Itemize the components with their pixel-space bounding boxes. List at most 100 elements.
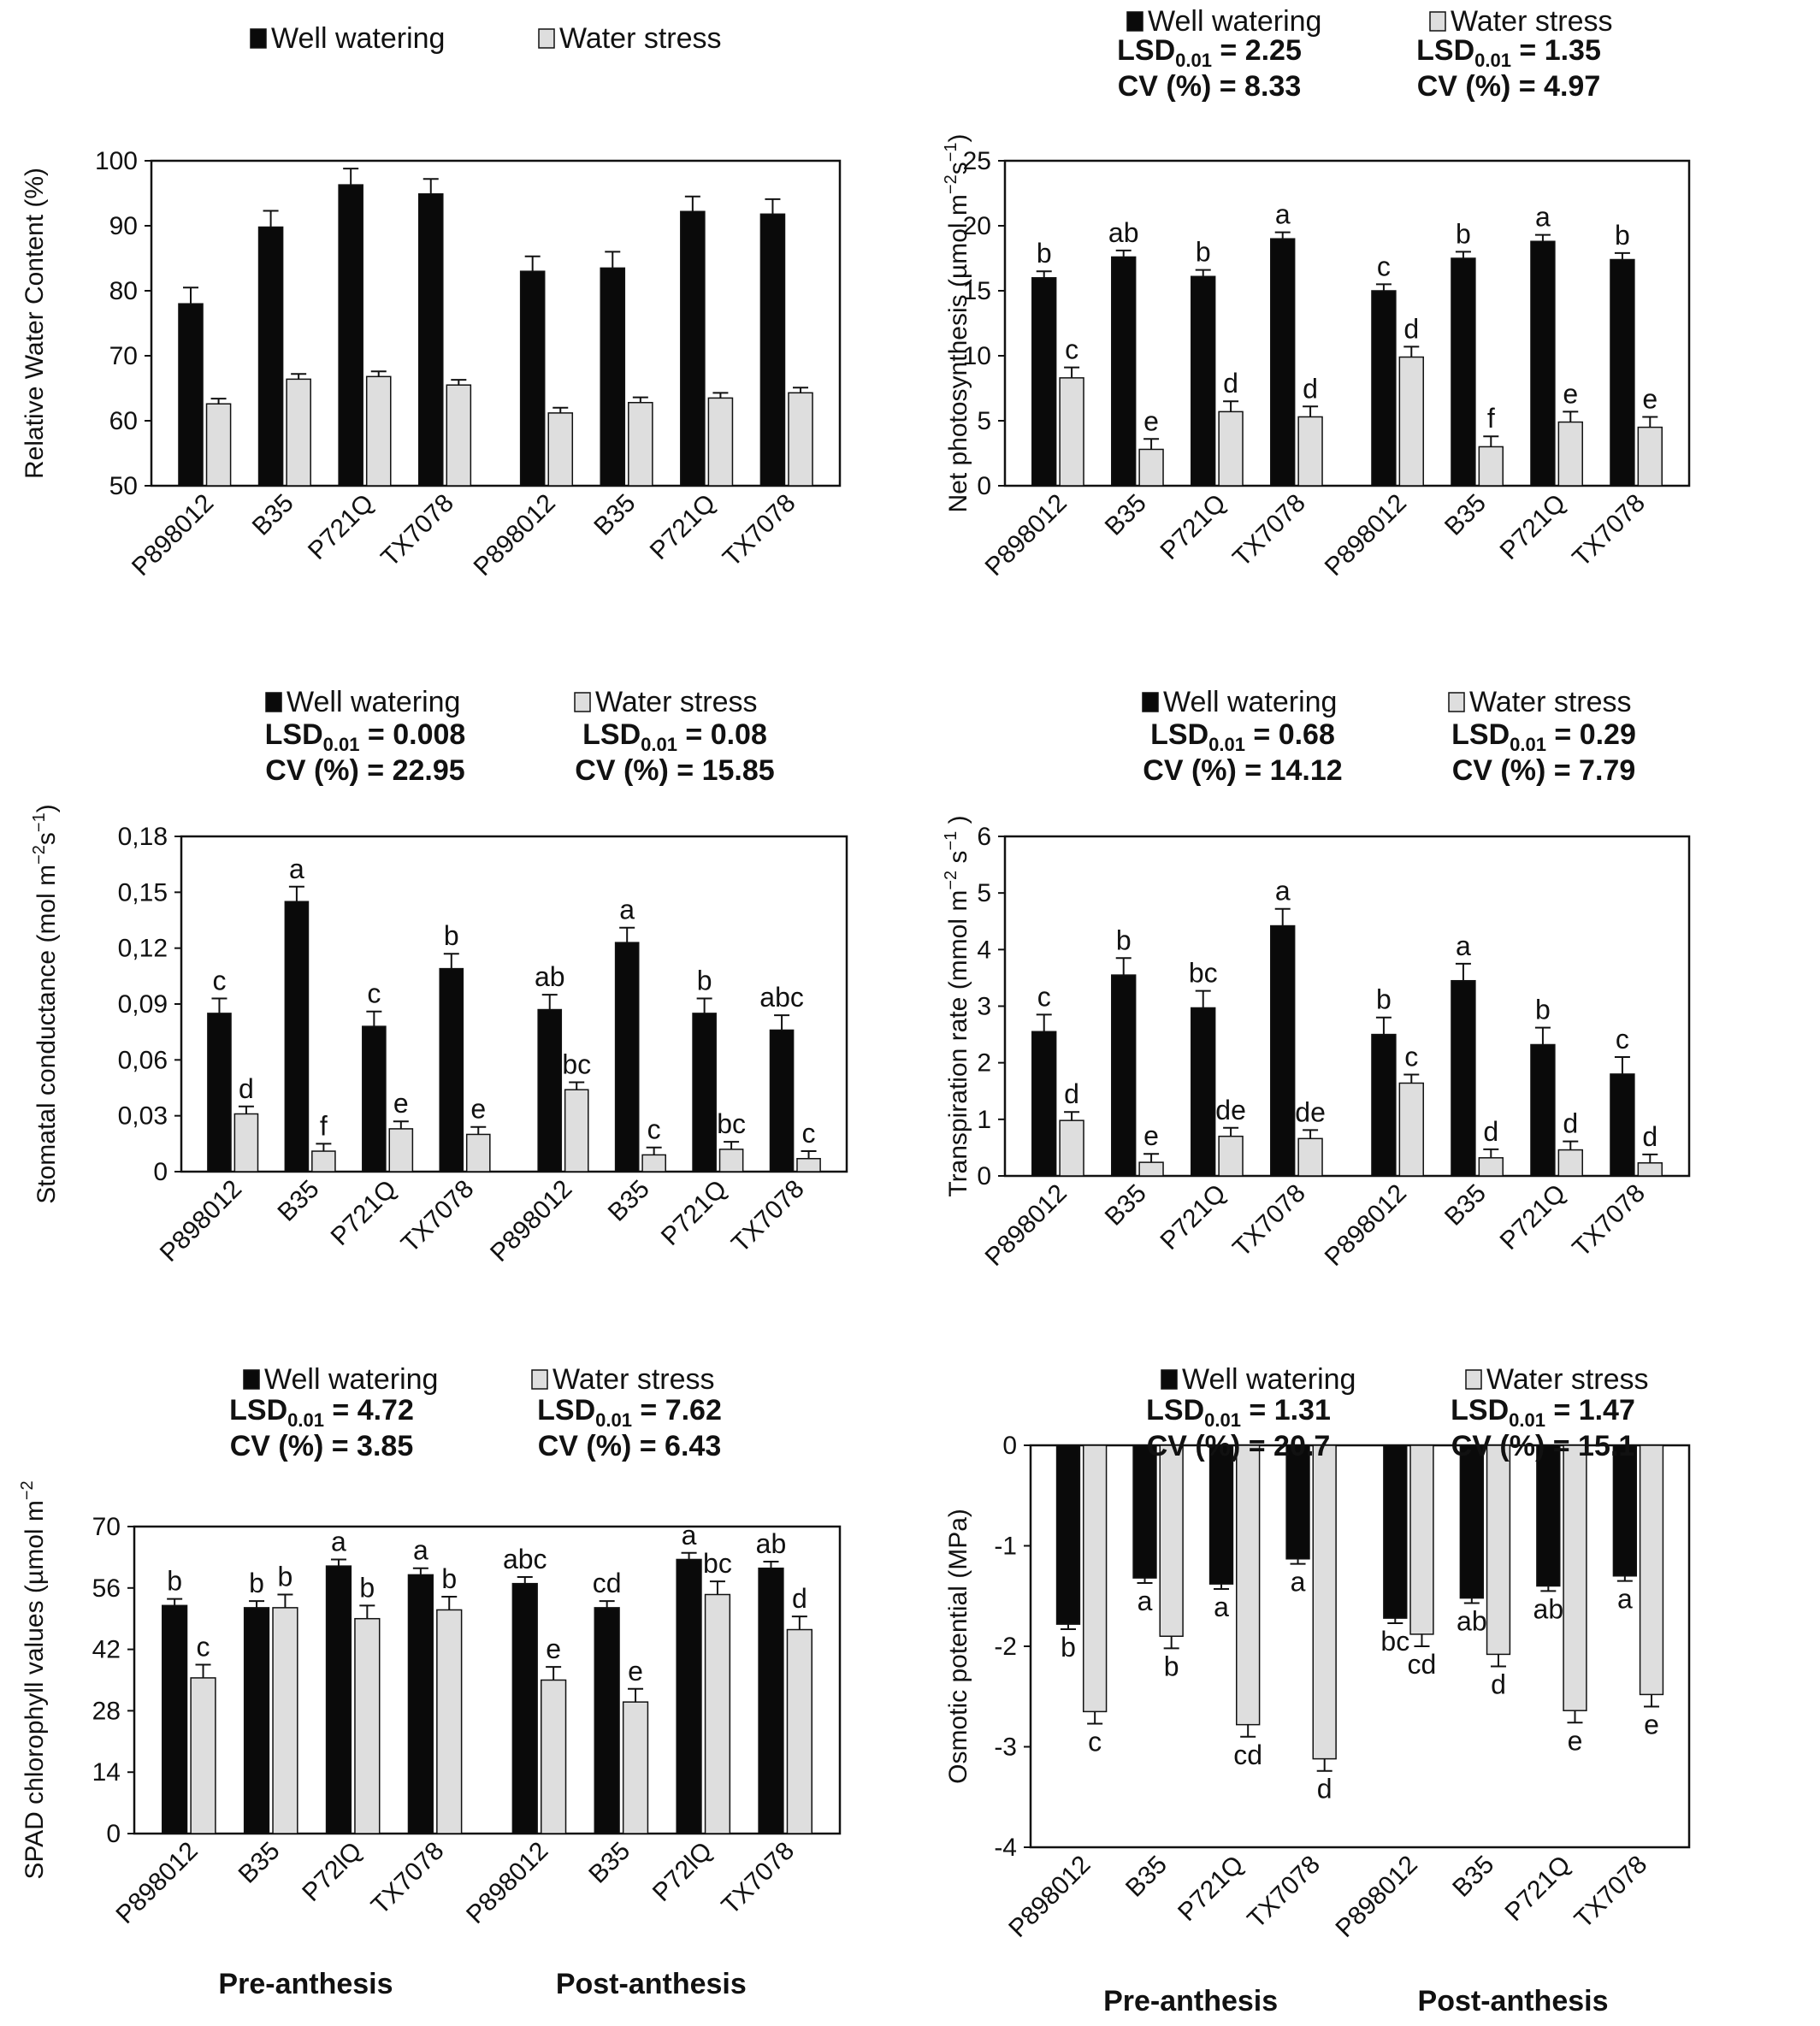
significance-letter: d <box>1642 1121 1658 1152</box>
x-tick-label: P72lQ <box>647 1837 718 1907</box>
significance-letter: a <box>1214 1592 1229 1622</box>
bar-well-0 <box>1055 1444 1081 1625</box>
y-tick-label: 80 <box>109 277 138 305</box>
bar-stress-3 <box>1297 1137 1323 1177</box>
bar-stress-7 <box>1637 1162 1663 1177</box>
significance-letter: c <box>1404 1042 1418 1072</box>
bar-stress-5 <box>1486 1444 1511 1656</box>
legend-entry-well: Well watering <box>1161 1363 1356 1396</box>
cv-value: CV (%) = 3.85 <box>230 1430 413 1462</box>
x-tick-label: B35 <box>603 1175 655 1227</box>
bar-well-5 <box>1451 979 1476 1177</box>
significance-letter: f <box>320 1110 328 1141</box>
x-tick-label: B35 <box>1439 1179 1492 1232</box>
significance-letter: e <box>1563 378 1578 409</box>
x-tick-label: P721Q <box>1495 489 1571 565</box>
y-axis-label: Stomatal conductance (mol m−2s−1) <box>30 804 61 1203</box>
y-tick-label: 6 <box>977 823 991 851</box>
cv-value: CV (%) = 14.12 <box>1143 754 1342 787</box>
plot-frame <box>133 1525 842 1835</box>
y-tick-label: 5 <box>977 879 991 907</box>
x-tick-label: TX7078 <box>375 489 459 573</box>
legend-entry-well: Well watering <box>1142 686 1337 718</box>
x-tick-label: P721Q <box>1495 1179 1571 1255</box>
significance-letter: bc <box>1189 958 1218 989</box>
bar-stress-6 <box>718 1149 744 1172</box>
y-tick-label: 14 <box>92 1758 121 1787</box>
x-tick-label: P721Q <box>656 1175 732 1251</box>
bar-well-0 <box>1031 277 1057 487</box>
cv-value: CV (%) = 8.33 <box>1118 70 1301 103</box>
bar-well-4 <box>1371 1033 1397 1177</box>
bar-well-7 <box>1610 1073 1635 1177</box>
bar-well-6 <box>680 210 706 487</box>
cv-value: CV (%) = 22.95 <box>265 754 464 787</box>
lsd-value: LSD0.01 = 1.35 <box>1416 34 1601 71</box>
y-tick-label: 0,03 <box>118 1102 168 1131</box>
bar-stress-4 <box>1409 1444 1434 1635</box>
bar-well-4 <box>537 1008 563 1172</box>
legend-swatch <box>250 28 267 49</box>
bar-stress-7 <box>1639 1444 1664 1696</box>
legend-swatch <box>243 1369 260 1390</box>
significance-letter: a <box>1275 876 1291 907</box>
significance-letter: d <box>1303 373 1318 404</box>
legend-swatch <box>1126 11 1143 32</box>
x-tick-label: B35 <box>1100 489 1152 541</box>
bar-well-7 <box>1610 258 1635 487</box>
lsd-value: LSD0.01 = 0.68 <box>1150 718 1335 755</box>
bar-stress-5 <box>622 1701 649 1834</box>
y-tick-label: -2 <box>994 1633 1017 1661</box>
x-tick-label: P721Q <box>326 1175 402 1251</box>
x-tick-label: TX7078 <box>1567 489 1651 573</box>
x-tick-label: P898012 <box>461 1837 553 1929</box>
bar-stress-0 <box>190 1677 216 1834</box>
x-tick-label: B35 <box>247 489 299 541</box>
significance-letter: a <box>413 1535 428 1566</box>
significance-letter: c <box>367 978 381 1009</box>
plot-frame <box>1003 835 1691 1178</box>
x-tick-label: B35 <box>1447 1851 1499 1903</box>
bar-stress-2 <box>388 1128 414 1172</box>
significance-letter: c <box>1065 334 1078 365</box>
period-label: Post-anthesis <box>1418 1985 1609 2017</box>
bar-well-0 <box>1031 1031 1057 1177</box>
bar-stress-7 <box>788 392 813 487</box>
x-tick-label: P721Q <box>303 489 379 565</box>
y-tick-label: 56 <box>92 1574 121 1603</box>
significance-letter: ab <box>1533 1593 1564 1624</box>
y-tick-label: 15 <box>963 277 991 305</box>
significance-letter: d <box>792 1583 807 1614</box>
y-tick-label: 90 <box>109 212 138 240</box>
significance-letter: a <box>289 854 304 884</box>
bar-stress-1 <box>286 378 311 487</box>
bar-well-2 <box>325 1565 352 1834</box>
bar-stress-7 <box>786 1628 812 1834</box>
bar-stress-1 <box>311 1150 336 1172</box>
x-tick-label: TX7078 <box>1227 489 1311 573</box>
bar-well-4 <box>1383 1444 1408 1619</box>
x-tick-label: TX7078 <box>726 1175 810 1259</box>
y-tick-label: 0 <box>153 1158 168 1186</box>
y-tick-label: 0 <box>977 472 991 500</box>
x-tick-label: P898012 <box>1003 1851 1096 1943</box>
bar-stress-3 <box>446 384 472 487</box>
bar-stress-7 <box>796 1158 821 1172</box>
significance-letter: a <box>682 1520 697 1551</box>
bar-well-3 <box>1285 1444 1310 1560</box>
legend-entry-well: Well watering <box>250 22 445 55</box>
legend-swatch <box>1161 1369 1178 1390</box>
significance-letter: a <box>1138 1586 1153 1616</box>
bar-stress-0 <box>1059 377 1084 487</box>
bar-well-7 <box>769 1029 795 1172</box>
legend-entry-stress: Water stress <box>1429 5 1613 38</box>
legend-label: Water stress <box>1451 5 1613 38</box>
cv-value: CV (%) = 4.97 <box>1417 70 1600 103</box>
bar-stress-5 <box>1478 1157 1504 1177</box>
bar-stress-7 <box>1637 426 1663 487</box>
legend-entry-stress: Water stress <box>574 686 758 718</box>
y-tick-label: 10 <box>963 342 991 370</box>
y-tick-label: 3 <box>977 993 991 1021</box>
